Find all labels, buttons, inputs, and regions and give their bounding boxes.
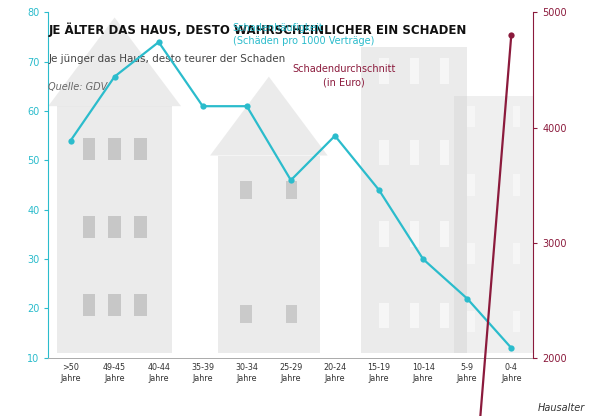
Bar <box>513 243 520 264</box>
Bar <box>410 221 419 247</box>
Bar <box>440 140 449 165</box>
Bar <box>410 58 419 84</box>
Bar <box>58 106 172 353</box>
Polygon shape <box>210 77 328 156</box>
Polygon shape <box>48 17 181 106</box>
Bar <box>241 181 251 199</box>
Bar <box>467 311 474 332</box>
Text: Je jünger das Haus, desto teurer der Schaden: Je jünger das Haus, desto teurer der Sch… <box>48 54 286 64</box>
Bar <box>241 305 251 323</box>
Text: Schadendurchschnitt
(in Euro): Schadendurchschnitt (in Euro) <box>292 64 396 87</box>
Bar <box>286 181 297 199</box>
Bar <box>134 216 147 238</box>
Bar <box>134 138 147 161</box>
Text: Hausalter: Hausalter <box>538 403 585 413</box>
Bar <box>108 216 121 238</box>
Bar <box>440 303 449 328</box>
Bar <box>108 294 121 316</box>
Bar <box>513 106 520 127</box>
Bar <box>454 97 533 353</box>
Bar <box>440 221 449 247</box>
Text: Schadenhäufigkeit
(Schäden pro 1000 Verträge): Schadenhäufigkeit (Schäden pro 1000 Vert… <box>233 23 374 46</box>
Bar <box>379 303 389 328</box>
Bar <box>286 305 297 323</box>
Bar <box>108 138 121 161</box>
Bar <box>379 221 389 247</box>
Bar <box>82 216 95 238</box>
Bar <box>379 58 389 84</box>
Bar <box>467 174 474 196</box>
Bar <box>467 243 474 264</box>
Bar <box>410 303 419 328</box>
Bar <box>379 140 389 165</box>
Bar <box>82 138 95 161</box>
Text: Quelle: GDV: Quelle: GDV <box>48 82 108 92</box>
Bar <box>513 311 520 332</box>
Bar <box>218 156 319 353</box>
Bar <box>467 106 474 127</box>
Bar <box>513 174 520 196</box>
Bar <box>134 294 147 316</box>
Bar <box>410 140 419 165</box>
Bar <box>440 58 449 84</box>
Bar <box>361 47 467 353</box>
Bar <box>82 294 95 316</box>
Text: JE ÄLTER DAS HAUS, DESTO WAHRSCHEINLICHER EIN SCHADEN: JE ÄLTER DAS HAUS, DESTO WAHRSCHEINLICHE… <box>48 23 467 37</box>
